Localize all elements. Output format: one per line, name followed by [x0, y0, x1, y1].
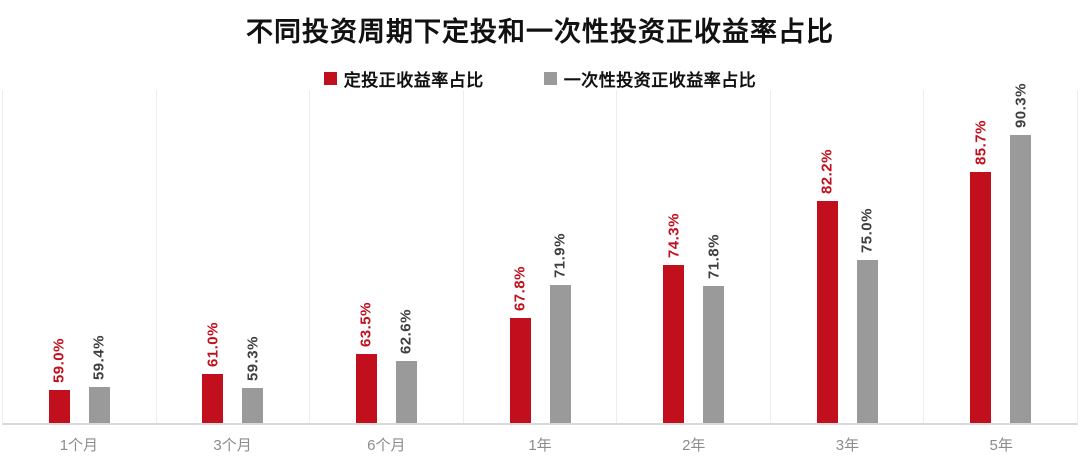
bar-dingtou: 82.2% — [816, 149, 838, 423]
bar-group: 74.3% 71.8% — [617, 90, 770, 423]
bar-value-label: 71.9% — [551, 232, 569, 278]
bar-dingtou: 61.0% — [202, 322, 224, 423]
bar-lumpsum: 71.9% — [549, 233, 571, 423]
legend-label-dingtou: 定投正收益率占比 — [343, 71, 484, 90]
legend-item-lumpsum: 一次性投资正收益率占比 — [543, 66, 757, 91]
plot-area: 59.0% 59.4% 61.0% 59.3% 63.5% 62.6% 67.8% 71.9%… — [2, 83, 1078, 425]
bar-dingtou: 63.5% — [355, 302, 377, 423]
bar-group: 59.0% 59.4% — [3, 90, 156, 423]
category-column: 74.3% 71.8% — [617, 90, 771, 423]
bar-lumpsum: 71.8% — [703, 234, 725, 423]
bar-value-label: 74.3% — [665, 212, 683, 258]
bar-value-label: 90.3% — [1012, 82, 1030, 128]
category-column: 63.5% 62.6% — [310, 90, 464, 423]
legend-label-lumpsum: 一次性投资正收益率占比 — [563, 71, 757, 90]
bar-value-label: 85.7% — [972, 119, 990, 165]
bar-lumpsum: 59.3% — [242, 336, 264, 423]
bar-group: 61.0% 59.3% — [157, 90, 310, 423]
category-column: 67.8% 71.9% — [464, 90, 618, 423]
x-axis-label: 1年 — [528, 437, 552, 454]
bar-lumpsum: 62.6% — [395, 309, 417, 423]
bar-value-label: 63.5% — [357, 301, 375, 347]
x-axis-label: 1个月 — [59, 437, 99, 454]
bar-value-label: 62.6% — [397, 308, 415, 354]
category-column: 85.7% 90.3% — [924, 83, 1077, 423]
bar-lumpsum: 75.0% — [856, 208, 878, 423]
chart-legend: 定投正收益率占比 一次性投资正收益率占比 — [0, 66, 1080, 91]
category-column: 59.0% 59.4% — [3, 90, 157, 423]
x-axis-label: 3个月 — [213, 437, 252, 454]
category-column: 82.2% 75.0% — [771, 90, 925, 423]
bar-dingtou: 74.3% — [663, 213, 685, 423]
bar-value-label: 61.0% — [204, 321, 222, 367]
bar-dingtou: 67.8% — [509, 266, 531, 423]
x-axis-label: 5年 — [989, 437, 1013, 454]
bar-group: 67.8% 71.9% — [464, 90, 617, 423]
bar-value-label: 82.2% — [818, 148, 836, 194]
bar-group: 63.5% 62.6% — [310, 90, 463, 423]
x-axis-label: 2年 — [682, 437, 706, 454]
bar-value-label: 75.0% — [858, 207, 876, 253]
bar-dingtou: 85.7% — [970, 120, 992, 423]
x-axis-label: 3年 — [835, 437, 860, 454]
bar-group: 85.7% 90.3% — [924, 83, 1077, 423]
legend-item-dingtou: 定投正收益率占比 — [323, 66, 484, 91]
bar-value-label: 59.3% — [244, 335, 262, 381]
bar-lumpsum: 90.3% — [1010, 83, 1032, 423]
bar-group: 82.2% 75.0% — [771, 90, 924, 423]
bar-value-label: 59.0% — [50, 337, 68, 383]
bar-lumpsum: 59.4% — [88, 335, 110, 423]
x-axis-label: 6个月 — [367, 437, 406, 454]
bar-dingtou: 59.0% — [48, 338, 70, 423]
bar-value-label: 59.4% — [90, 334, 108, 380]
chart-title: 不同投资周期下定投和一次性投资正收益率占比 — [246, 17, 834, 47]
legend-marker-gray-icon — [543, 72, 557, 85]
bar-value-label: 71.8% — [705, 233, 723, 279]
category-column: 61.0% 59.3% — [157, 90, 311, 423]
legend-marker-red-icon — [323, 72, 337, 85]
bar-value-label: 67.8% — [511, 265, 529, 311]
x-axis: 1个月 3个月 6个月 1年 2年 3年 5年 — [2, 427, 1078, 455]
